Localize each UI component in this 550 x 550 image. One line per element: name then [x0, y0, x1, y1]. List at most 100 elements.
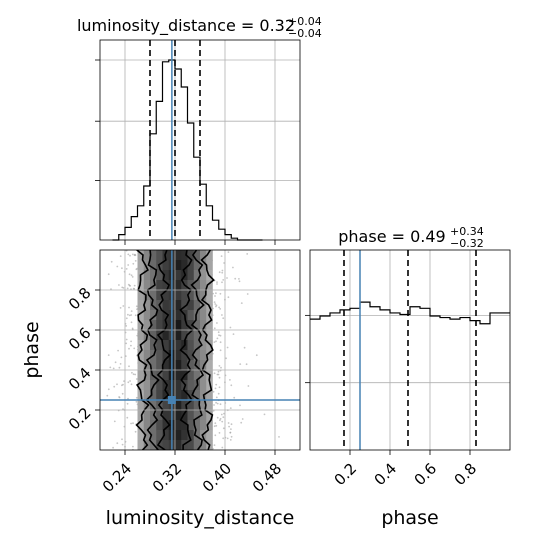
- density-cell: [175, 370, 182, 381]
- density-cell: [156, 380, 163, 391]
- density-cell: [193, 330, 201, 341]
- sample-point: [83, 401, 85, 403]
- density-cell: [193, 250, 201, 261]
- sample-point: [130, 310, 133, 312]
- sample-point: [106, 394, 109, 397]
- sample-point: [222, 437, 225, 440]
- density-cell: [137, 360, 145, 371]
- sample-point: [219, 417, 222, 420]
- sample-point: [216, 416, 219, 419]
- x-tick-labels: 0.24 0.32 0.40 0.48: [99, 460, 285, 496]
- sample-point: [218, 432, 221, 434]
- density-cell: [156, 430, 163, 441]
- sample-point: [120, 356, 123, 359]
- sample-point: [255, 354, 258, 357]
- density-cell: [206, 250, 213, 261]
- sample-point: [130, 321, 133, 324]
- density-cell: [175, 430, 182, 441]
- density-cell: [137, 350, 145, 361]
- sample-point: [241, 418, 244, 420]
- sample-point: [213, 425, 216, 428]
- density-cell: [162, 410, 170, 421]
- sample-point: [125, 317, 128, 320]
- x-tick-label: 0.48: [249, 460, 285, 496]
- density-cell: [187, 320, 195, 331]
- density-cell: [156, 370, 163, 381]
- sample-point: [217, 392, 220, 395]
- sample-point: [134, 314, 137, 317]
- density-cell: [193, 310, 201, 321]
- density-cell: [137, 300, 145, 311]
- sample-point: [246, 253, 249, 255]
- sample-point: [130, 314, 133, 316]
- density-cell: [187, 380, 195, 391]
- sample-point: [218, 365, 221, 367]
- density-cell: [181, 350, 188, 361]
- sample-point: [125, 338, 128, 341]
- sample-point: [118, 284, 120, 286]
- sample-point: [133, 284, 136, 287]
- x-axis-label: phase: [381, 507, 438, 529]
- density-cell: [181, 260, 188, 271]
- density-cell: [137, 430, 145, 441]
- density-cell: [150, 320, 157, 331]
- sample-point: [130, 288, 132, 290]
- density-cell: [150, 400, 157, 411]
- x-tick-label: 0.6: [411, 460, 441, 490]
- density-cell: [187, 340, 195, 351]
- sample-point: [222, 416, 225, 419]
- density-cell: [150, 390, 157, 401]
- gridlines: [310, 250, 510, 450]
- sample-point: [240, 302, 243, 304]
- sample-point: [216, 283, 218, 285]
- sample-point: [121, 443, 124, 446]
- sample-point: [129, 254, 131, 257]
- sample-point: [217, 373, 220, 376]
- sample-point: [122, 287, 125, 289]
- sample-point: [125, 268, 128, 270]
- y-axis-label: phase: [21, 321, 43, 378]
- density-cell: [200, 400, 207, 411]
- density-cell: [137, 250, 145, 261]
- sample-point: [214, 422, 217, 425]
- sample-point: [223, 412, 225, 415]
- density-cell: [175, 310, 182, 321]
- density-cell: [193, 340, 201, 351]
- sample-point: [116, 442, 119, 445]
- sample-point: [219, 403, 222, 406]
- sample-point: [116, 383, 118, 386]
- sample-point: [125, 325, 128, 327]
- density-cell: [206, 320, 213, 331]
- sample-point: [219, 292, 222, 295]
- density-cell: [175, 320, 182, 331]
- density-cell: [150, 260, 157, 271]
- density-cell: [181, 420, 188, 431]
- density-cell: [200, 320, 207, 331]
- density-cell: [175, 340, 182, 351]
- sample-point: [214, 295, 216, 297]
- density-cell: [143, 270, 151, 281]
- density-cell: [143, 390, 151, 401]
- density-cell: [193, 260, 201, 271]
- sample-point: [96, 383, 98, 385]
- sample-point: [216, 281, 218, 283]
- sample-point: [112, 446, 114, 449]
- sample-point: [221, 271, 224, 274]
- sample-point: [221, 269, 224, 272]
- sample-point: [112, 367, 115, 370]
- sample-point: [113, 420, 116, 423]
- density-cell: [162, 340, 170, 351]
- sample-point: [221, 281, 223, 284]
- density-cell: [206, 330, 213, 341]
- density-cell: [156, 420, 163, 431]
- density-cell: [206, 410, 213, 421]
- sample-point: [215, 383, 218, 386]
- density-cell: [181, 320, 188, 331]
- sample-point: [114, 361, 117, 364]
- sample-point: [240, 421, 243, 424]
- sample-point: [128, 273, 131, 276]
- sample-point: [128, 306, 130, 309]
- density-cell: [156, 440, 163, 450]
- sample-point: [128, 347, 130, 350]
